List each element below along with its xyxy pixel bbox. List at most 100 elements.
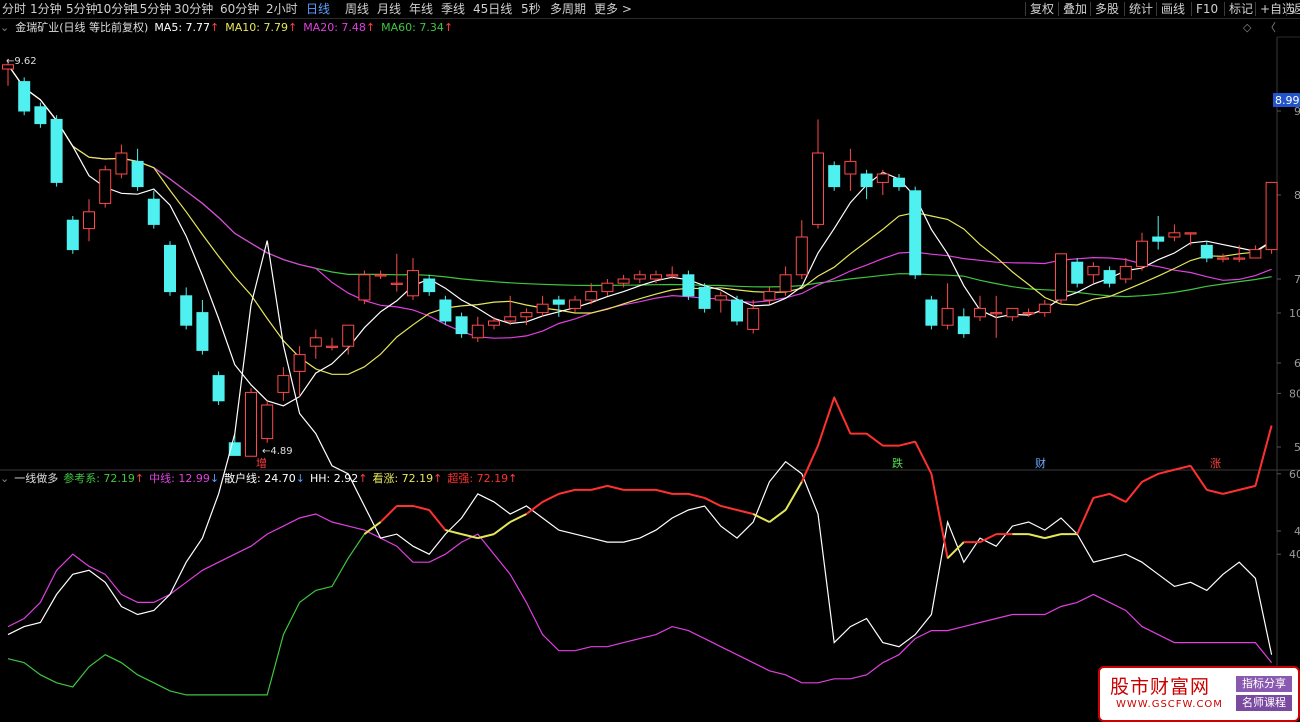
period-tab[interactable]: 5分钟 — [66, 2, 98, 16]
toolbar-button[interactable]: 标记 — [1229, 2, 1254, 16]
candle[interactable] — [779, 266, 792, 296]
candle[interactable] — [1087, 262, 1100, 284]
candle[interactable] — [1103, 266, 1116, 288]
candle[interactable] — [860, 169, 873, 200]
candle[interactable] — [1136, 232, 1148, 271]
candle[interactable] — [828, 161, 841, 191]
period-tab[interactable]: 日线 — [306, 2, 331, 16]
candle[interactable] — [617, 274, 630, 288]
candle[interactable] — [309, 329, 322, 359]
candle[interactable] — [1071, 258, 1084, 288]
candle[interactable] — [569, 295, 581, 313]
candle[interactable] — [342, 324, 355, 355]
candle[interactable] — [1006, 307, 1019, 321]
candle[interactable] — [552, 295, 565, 317]
candle[interactable] — [633, 270, 646, 284]
candle[interactable] — [488, 316, 500, 330]
candle[interactable] — [974, 295, 986, 321]
candle[interactable] — [1217, 253, 1229, 263]
candle[interactable] — [876, 169, 889, 195]
candle[interactable] — [1038, 300, 1051, 317]
candle[interactable] — [196, 300, 209, 355]
candle[interactable] — [374, 270, 387, 279]
candle[interactable] — [115, 144, 128, 179]
candle[interactable] — [925, 295, 938, 330]
candle[interactable] — [147, 190, 160, 229]
candle[interactable] — [407, 258, 419, 300]
period-tab[interactable]: 30分钟 — [174, 2, 214, 16]
candle[interactable] — [1152, 216, 1165, 250]
period-tab[interactable]: 更多 > — [594, 2, 632, 16]
candle[interactable] — [1249, 245, 1262, 259]
collapse-icon[interactable]: ⌄ — [0, 21, 10, 34]
period-tab[interactable]: 2小时 — [266, 2, 298, 16]
period-tab[interactable]: 5秒 — [521, 2, 541, 16]
candle[interactable] — [18, 77, 31, 116]
period-tab[interactable]: 10分钟 — [96, 2, 136, 16]
candle[interactable] — [245, 388, 257, 457]
candle[interactable] — [83, 199, 95, 242]
candle[interactable] — [1168, 224, 1181, 242]
candle[interactable] — [812, 119, 824, 229]
candle[interactable] — [666, 266, 679, 279]
toolbar-button[interactable]: 多股 — [1095, 2, 1120, 16]
toolbar-button[interactable]: 复权 — [1030, 2, 1055, 16]
period-tab[interactable]: 季线 — [441, 2, 466, 16]
candle[interactable] — [941, 283, 954, 330]
candle[interactable] — [277, 367, 290, 401]
candle[interactable] — [261, 400, 274, 443]
candle[interactable] — [698, 283, 711, 313]
candle[interactable] — [795, 220, 808, 279]
candle[interactable] — [1265, 181, 1278, 254]
toolbar-button[interactable]: 叠加 — [1063, 2, 1088, 16]
candle[interactable] — [228, 434, 241, 456]
candle[interactable] — [1119, 258, 1132, 284]
candle[interactable] — [714, 291, 727, 313]
period-tab[interactable]: 45日线 — [473, 2, 513, 16]
candle[interactable] — [390, 253, 403, 292]
candle[interactable] — [34, 102, 47, 128]
candle[interactable] — [471, 316, 484, 342]
candle[interactable] — [893, 174, 905, 191]
candle[interactable] — [1022, 308, 1035, 317]
candle[interactable] — [99, 165, 112, 208]
candle[interactable] — [66, 216, 79, 254]
candle[interactable] — [293, 346, 306, 397]
candle[interactable] — [2, 58, 14, 86]
period-tab[interactable]: 60分钟 — [220, 2, 260, 16]
period-tab[interactable]: 分时 — [2, 2, 27, 16]
candle[interactable] — [650, 270, 662, 284]
candle[interactable] — [844, 148, 857, 191]
candle[interactable] — [504, 295, 517, 326]
candle[interactable] — [601, 279, 614, 296]
candle[interactable] — [131, 148, 144, 191]
candle[interactable] — [990, 295, 1003, 338]
candle[interactable] — [326, 337, 338, 351]
candle[interactable] — [358, 270, 371, 305]
candle[interactable] — [585, 283, 598, 305]
candle[interactable] — [731, 295, 743, 326]
diamond-icon[interactable]: ◇ — [1243, 21, 1252, 34]
toolbar-button[interactable]: 统计 — [1129, 2, 1154, 16]
candle[interactable] — [1184, 232, 1197, 246]
candle[interactable] — [180, 287, 193, 330]
expand-icon[interactable]: 〈 — [1265, 21, 1276, 34]
period-tab[interactable]: 多周期 — [550, 2, 587, 16]
period-tab[interactable]: 月线 — [377, 2, 402, 16]
candle[interactable] — [763, 287, 776, 305]
period-tab[interactable]: 周线 — [345, 2, 370, 16]
toolbar-button[interactable]: 返 — [1291, 2, 1300, 16]
candle[interactable] — [1200, 241, 1213, 263]
candle[interactable] — [423, 274, 436, 296]
candle[interactable] — [439, 295, 452, 326]
period-tab[interactable]: 年线 — [409, 2, 434, 16]
candle[interactable] — [455, 312, 468, 338]
candle[interactable] — [1233, 245, 1246, 263]
toolbar-button[interactable]: 画线 — [1161, 2, 1186, 16]
candle[interactable] — [747, 300, 760, 334]
candle[interactable] — [1055, 253, 1067, 305]
candle[interactable] — [957, 308, 970, 338]
candle[interactable] — [520, 308, 533, 326]
candle[interactable] — [164, 241, 176, 296]
